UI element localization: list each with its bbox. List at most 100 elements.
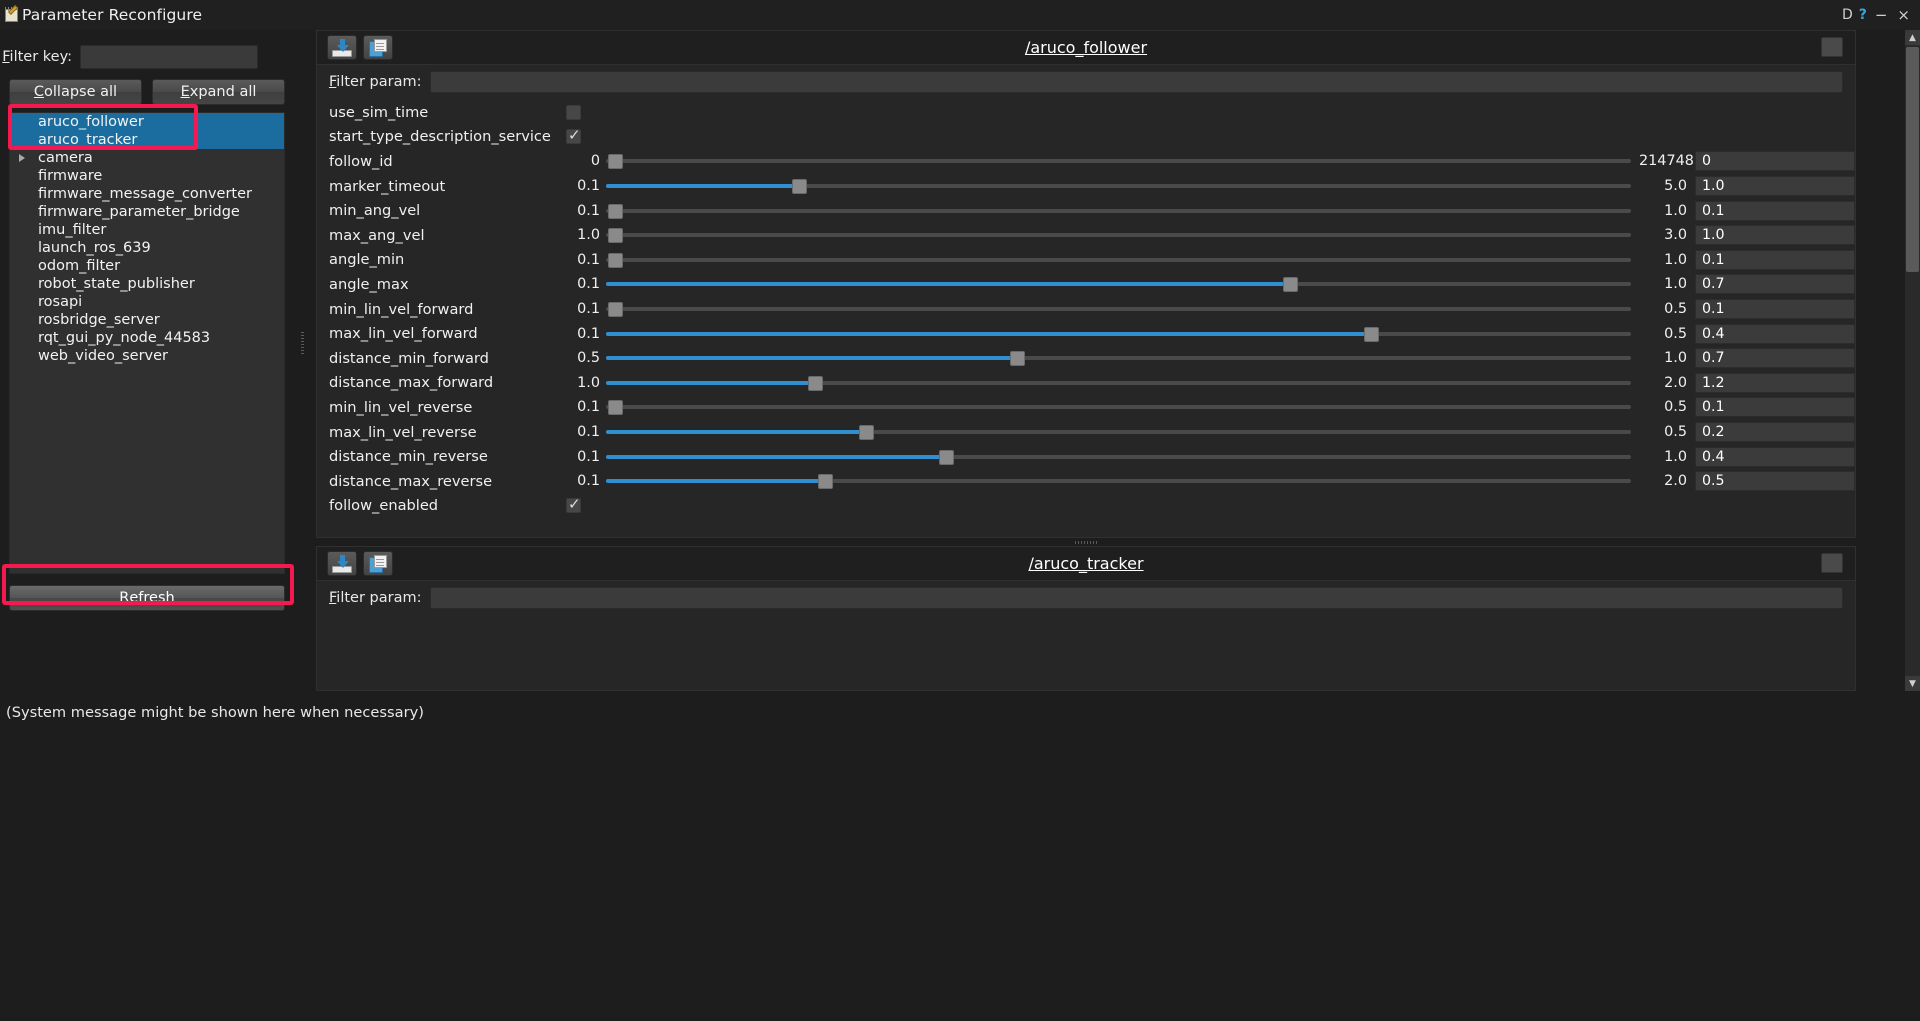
slider-handle[interactable] [1363, 326, 1379, 342]
tree-item-camera[interactable]: camera [10, 149, 284, 167]
dock-icon[interactable]: D [1841, 7, 1853, 23]
parameter-panel-scrollbar[interactable]: ▲ ▼ [1905, 30, 1920, 691]
param-slider-min_lin_vel_reverse[interactable] [606, 397, 1631, 417]
window-title: Parameter Reconfigure [22, 6, 203, 24]
param-value-field[interactable]: 0.4 [1695, 446, 1855, 467]
slider-groove [606, 159, 1631, 164]
param-value-field[interactable]: 0 [1695, 151, 1855, 172]
param-row-angle_max: angle_max 0.1 1.0 0.7 [317, 272, 1855, 297]
filter-key-input[interactable] [80, 45, 258, 69]
param-value-field[interactable]: 0.1 [1695, 200, 1855, 221]
param-checkbox-use_sim_time[interactable] [566, 104, 581, 120]
param-value-field[interactable]: 1.2 [1695, 372, 1855, 393]
tree-item-firmware_parameter_bridge[interactable]: firmware_parameter_bridge [10, 203, 284, 221]
param-slider-max_ang_vel[interactable] [606, 225, 1631, 245]
save-params-button[interactable] [327, 35, 357, 60]
param-slider-distance_min_forward[interactable] [606, 348, 1631, 368]
slider-handle[interactable] [818, 474, 834, 490]
slider-handle[interactable] [939, 449, 955, 465]
param-value-field[interactable]: 0.1 [1695, 397, 1855, 418]
param-name: max_lin_vel_reverse [329, 423, 477, 441]
splitter-grip-icon [301, 332, 304, 354]
param-row-start_type_description_service: start_type_description_service [317, 125, 1855, 150]
slider-fill [606, 430, 863, 435]
horizontal-splitter[interactable] [316, 538, 1856, 547]
tree-item-label: robot_state_publisher [38, 276, 195, 292]
node-tree[interactable]: aruco_follower aruco_tracker camera firmwar… [9, 112, 285, 574]
param-value-field[interactable]: 0.1 [1695, 299, 1855, 320]
param-slider-max_lin_vel_reverse[interactable] [606, 422, 1631, 442]
param-value-field[interactable]: 0.7 [1695, 348, 1855, 369]
scroll-down-icon[interactable]: ▼ [1905, 676, 1920, 691]
tree-item-rosapi[interactable]: rosapi [10, 293, 284, 311]
slider-handle[interactable] [608, 252, 624, 268]
tree-item-odom_filter[interactable]: odom_filter [10, 257, 284, 275]
tree-item-robot_state_publisher[interactable]: robot_state_publisher [10, 275, 284, 293]
scroll-up-icon[interactable]: ▲ [1905, 30, 1920, 45]
param-row-follow_id: follow_id 0 2147483647 0 [317, 149, 1855, 174]
param-value-field[interactable]: 1.0 [1695, 176, 1855, 197]
param-slider-angle_min[interactable] [606, 250, 1631, 270]
param-value-field[interactable]: 0.1 [1695, 249, 1855, 270]
param-row-min_lin_vel_reverse: min_lin_vel_reverse 0.1 0.5 0.1 [317, 395, 1855, 420]
filter-param-input[interactable] [430, 70, 1843, 93]
status-bar: (System message might be shown here when… [0, 691, 1920, 733]
tree-item-web_video_server[interactable]: web_video_server [10, 347, 284, 365]
param-value-field[interactable]: 0.4 [1695, 323, 1855, 344]
tree-item-launch_ros_639[interactable]: launch_ros_639 [10, 239, 284, 257]
tree-item-aruco_follower[interactable]: aruco_follower [10, 113, 284, 131]
param-max-value: 1.0 [1664, 202, 1687, 219]
slider-handle[interactable] [608, 203, 624, 219]
param-slider-angle_max[interactable] [606, 274, 1631, 294]
load-params-button[interactable] [363, 35, 393, 60]
group-collapse-toggle[interactable] [1821, 37, 1843, 57]
tree-item-imu_filter[interactable]: imu_filter [10, 221, 284, 239]
tree-item-rqt_gui_py_node_44583[interactable]: rqt_gui_py_node_44583 [10, 329, 284, 347]
param-checkbox-start_type_description_service[interactable] [566, 127, 581, 145]
param-slider-marker_timeout[interactable] [606, 176, 1631, 196]
param-checkbox-follow_enabled[interactable] [566, 496, 581, 514]
help-icon[interactable]: ? [1858, 7, 1867, 23]
load-params-button[interactable] [363, 551, 393, 576]
slider-handle[interactable] [608, 400, 624, 416]
tree-item-aruco_tracker[interactable]: aruco_tracker [10, 131, 284, 149]
slider-handle[interactable] [608, 228, 624, 244]
slider-handle[interactable] [858, 425, 874, 441]
param-min-value: 0.1 [577, 202, 600, 219]
slider-handle[interactable] [808, 375, 823, 391]
vertical-splitter[interactable] [296, 30, 310, 691]
param-slider-max_lin_vel_forward[interactable] [606, 324, 1631, 344]
filter-param-input[interactable] [430, 586, 1843, 609]
close-button[interactable]: × [1897, 5, 1910, 24]
param-slider-min_ang_vel[interactable] [606, 201, 1631, 221]
slider-handle[interactable] [608, 154, 624, 170]
param-value-field[interactable]: 0.5 [1695, 471, 1855, 492]
param-min-value: 0.5 [577, 350, 600, 367]
slider-handle[interactable] [608, 302, 624, 318]
tree-item-firmware_message_converter[interactable]: firmware_message_converter [10, 185, 284, 203]
param-slider-follow_id[interactable] [606, 151, 1631, 171]
scrollbar-thumb[interactable] [1906, 47, 1919, 272]
param-value-field[interactable]: 1.0 [1695, 225, 1855, 246]
chevron-right-icon[interactable] [19, 154, 25, 162]
slider-fill [606, 380, 811, 385]
slider-handle[interactable] [1282, 277, 1298, 293]
slider-handle[interactable] [1010, 351, 1025, 367]
param-value-field[interactable]: 0.7 [1695, 274, 1855, 295]
slider-handle[interactable] [791, 179, 807, 195]
param-slider-distance_max_forward[interactable] [606, 373, 1631, 393]
param-value-field[interactable]: 0.2 [1695, 422, 1855, 443]
save-params-button[interactable] [327, 551, 357, 576]
tree-item-firmware[interactable]: firmware [10, 167, 284, 185]
param-slider-min_lin_vel_forward[interactable] [606, 299, 1631, 319]
tree-item-rosbridge_server[interactable]: rosbridge_server [10, 311, 284, 329]
group-collapse-toggle[interactable] [1821, 553, 1843, 573]
minimize-button[interactable]: − [1874, 5, 1888, 24]
param-slider-distance_min_reverse[interactable] [606, 447, 1631, 467]
param-slider-distance_max_reverse[interactable] [606, 471, 1631, 491]
param-min-value: 0.1 [577, 325, 600, 342]
